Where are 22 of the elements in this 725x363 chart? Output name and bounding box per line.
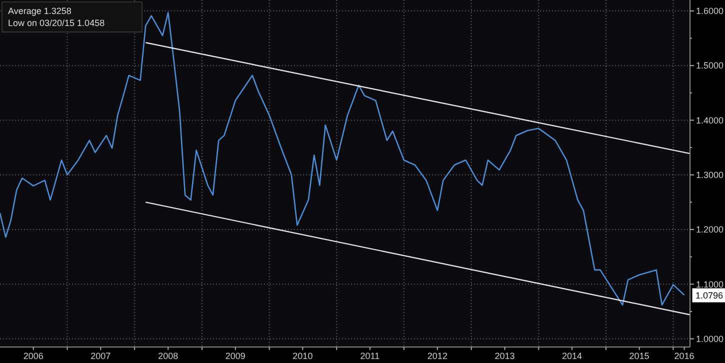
x-tick-label: 2007 [90,351,111,361]
x-tick-label: 2009 [225,351,246,361]
y-tick-label: 1.5000 [696,60,724,71]
x-tick-label: 2014 [562,351,582,361]
y-tick-label: 1.4000 [696,115,724,126]
annotation: Average 1.3258 [8,6,72,16]
x-tick-label: 2016 [674,351,694,361]
x-tick-label: 2011 [360,351,380,361]
x-tick-label: 2015 [629,351,650,361]
x-tick-label: 2006 [23,351,44,361]
note-box: Average 1.3258 Low on 03/20/15 1.0458 [2,2,142,32]
annotation: 1.0796 [696,290,724,300]
x-tick-label: 2012 [427,351,448,361]
x-tick-label: 2010 [292,351,313,361]
y-tick-label: 1.6000 [696,6,724,16]
y-tick-label: 1.1000 [696,279,724,290]
annotation: Low on 03/20/15 1.0458 [8,18,105,28]
y-tick-label: 1.3000 [696,170,724,180]
y-tick-label: 1.2000 [696,224,724,235]
x-tick-label: 2008 [158,351,178,361]
y-tick-label: 1.0000 [696,334,724,344]
x-tick-label: 2013 [494,351,515,361]
